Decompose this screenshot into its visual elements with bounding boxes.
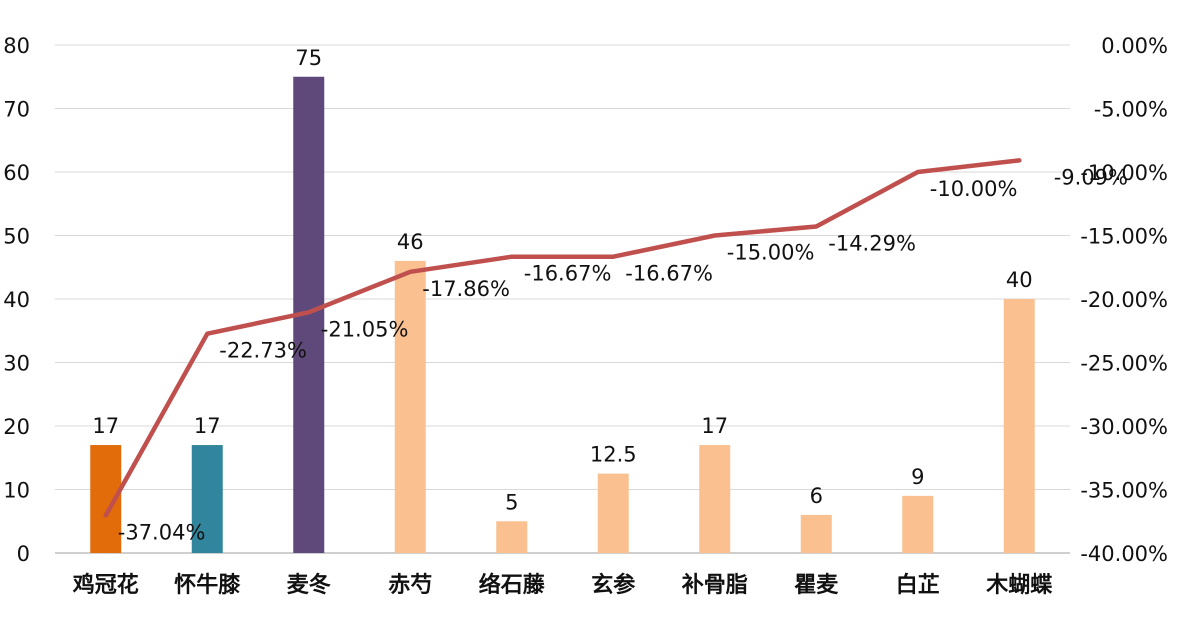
line-value-label: -17.86% <box>422 277 510 301</box>
line-value-label: -16.67% <box>625 262 713 286</box>
bar-value-label: 5 <box>505 490 518 514</box>
category-label: 鸡冠花 <box>72 572 139 598</box>
right-tick-label: -10.00% <box>1080 161 1168 185</box>
category-label: 怀牛膝 <box>174 572 241 598</box>
bar-value-label: 9 <box>911 465 924 489</box>
line-value-label: -22.73% <box>219 339 307 363</box>
bar-value-label: 75 <box>295 46 322 70</box>
left-tick-label: 0 <box>17 542 30 566</box>
right-tick-label: -35.00% <box>1080 479 1168 503</box>
category-label: 赤芍 <box>388 572 432 598</box>
bar <box>191 445 223 553</box>
bar-value-label: 12.5 <box>590 443 637 467</box>
left-tick-label: 80 <box>3 34 30 58</box>
right-tick-label: -15.00% <box>1080 225 1168 249</box>
left-tick-label: 50 <box>3 225 30 249</box>
left-axis-ticks: 0 10 20 30 40 50 60 70 80 <box>3 34 30 566</box>
left-tick-label: 10 <box>3 479 30 503</box>
right-tick-label: -40.00% <box>1080 542 1168 566</box>
right-tick-label: -20.00% <box>1080 288 1168 312</box>
bar-value-label: 6 <box>810 484 823 508</box>
right-axis-ticks: -40.00% -35.00% -30.00% -25.00% -20.00% -15.0… <box>1080 34 1168 566</box>
bar <box>800 514 832 553</box>
left-tick-label: 20 <box>3 415 30 439</box>
line-value-label: -16.67% <box>524 262 612 286</box>
bar <box>597 473 629 553</box>
bar-value-labels: 17 17 75 46 5 12.5 17 6 9 40 <box>92 46 1032 515</box>
category-label: 木蝴蝶 <box>985 573 1053 598</box>
bar-value-label: 17 <box>92 414 119 438</box>
bar <box>496 521 528 553</box>
left-tick-label: 30 <box>3 352 30 376</box>
bar-value-label: 17 <box>701 414 728 438</box>
bar-value-label: 40 <box>1006 268 1033 292</box>
bar <box>394 260 426 553</box>
line-value-label: -10.00% <box>930 177 1018 201</box>
left-tick-label: 70 <box>3 98 30 122</box>
bar <box>902 495 934 553</box>
x-axis-labels: 鸡冠花 怀牛膝 麦冬 赤芍 络石藤 玄参 补骨脂 瞿麦 白芷 木蝴蝶 <box>72 572 1054 598</box>
left-tick-label: 40 <box>3 288 30 312</box>
line-path <box>103 158 1022 518</box>
line-value-label: -21.05% <box>321 317 409 341</box>
right-tick-label: 0.00% <box>1101 34 1168 58</box>
bar-value-label: 46 <box>397 230 424 254</box>
category-label: 络石藤 <box>479 572 546 598</box>
line-value-label: -14.29% <box>828 231 916 255</box>
line-value-label: -37.04% <box>118 520 206 544</box>
bar <box>1003 299 1035 553</box>
right-tick-label: -25.00% <box>1080 352 1168 376</box>
line-value-label: -9.09% <box>1054 165 1128 189</box>
line-series <box>103 158 1022 518</box>
category-label: 麦冬 <box>287 572 331 598</box>
gridlines <box>55 44 1070 554</box>
right-tick-label: -5.00% <box>1094 98 1168 122</box>
category-label: 补骨脂 <box>681 572 748 598</box>
bar-series <box>90 76 1035 553</box>
line-value-labels: -37.04% -22.73% -21.05% -17.86% -16.67% -16.6… <box>118 165 1128 544</box>
line-value-label: -15.00% <box>727 241 815 265</box>
category-label: 玄参 <box>591 572 635 598</box>
category-label: 瞿麦 <box>794 572 839 598</box>
bar-value-label: 17 <box>194 414 221 438</box>
right-tick-label: -30.00% <box>1080 415 1168 439</box>
left-tick-label: 60 <box>3 161 30 185</box>
bar <box>699 445 731 553</box>
category-label: 白芷 <box>896 572 940 598</box>
